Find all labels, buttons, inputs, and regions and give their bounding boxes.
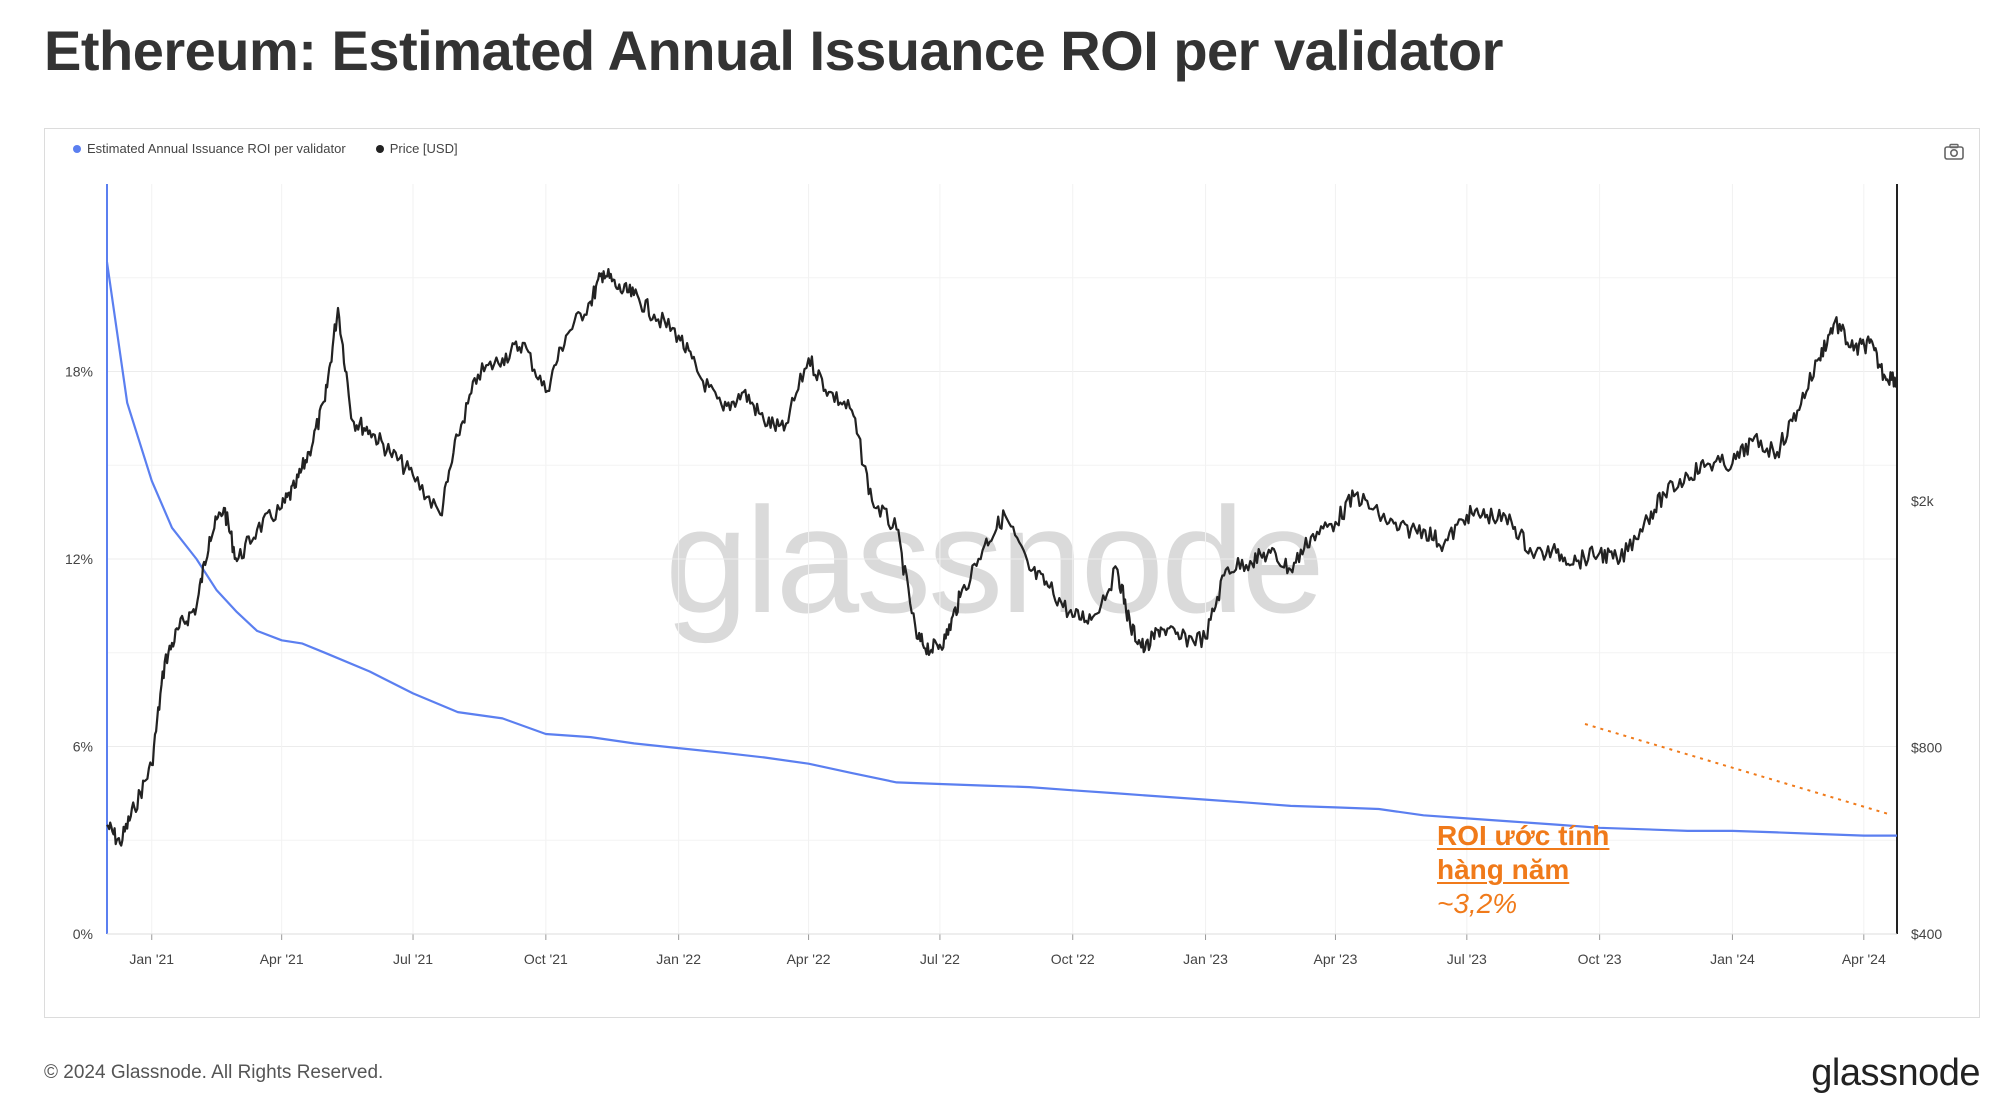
y-right-tick-label: $2k (1911, 493, 1935, 509)
legend-label-roi: Estimated Annual Issuance ROI per valida… (87, 141, 346, 156)
y-left-tick-label: 6% (73, 739, 93, 755)
y-right-tick-label: $400 (1911, 926, 1942, 942)
y-left-tick-label: 18% (65, 364, 93, 380)
x-tick-label: Apr '21 (260, 951, 304, 967)
annotation-pointer-line (1584, 723, 1888, 815)
annotation-line-1: ROI ước tính (1437, 820, 1610, 851)
series-line-roi (105, 261, 1897, 837)
x-tick-label: Oct '22 (1051, 951, 1095, 967)
legend-label-price: Price [USD] (389, 141, 458, 156)
chart-legend: Estimated Annual Issuance ROI per valida… (73, 141, 458, 156)
x-tick-label: Jan '24 (1710, 951, 1755, 967)
glassnode-logo[interactable]: glassnode (1811, 1052, 1980, 1094)
x-tick-label: Oct '23 (1578, 951, 1622, 967)
annotation-line-2: hàng năm (1437, 854, 1570, 885)
y-left-tick-label: 0% (73, 926, 93, 942)
legend-item-price[interactable]: Price [USD] (375, 141, 458, 156)
chart-container: Estimated Annual Issuance ROI per valida… (44, 128, 1980, 1018)
x-tick-label: Apr '23 (1313, 951, 1357, 967)
legend-dot-roi (73, 144, 81, 153)
annotation-value: ~3,2% (1437, 888, 1518, 919)
chart-svg: 0% 6% 12% 18% Jan '21 Apr '21 Jul '21 Oct '21 Ja… (65, 184, 1942, 967)
x-tick-label: Apr '24 (1842, 951, 1886, 967)
x-tick-label: Jan '22 (656, 951, 701, 967)
legend-dot-price (375, 144, 384, 153)
x-tick-label: Jul '23 (1447, 951, 1487, 967)
x-tick-label: Apr '22 (787, 951, 831, 967)
x-tick-label: Jul '21 (393, 951, 433, 967)
y-right-tick-label: $800 (1911, 740, 1942, 756)
x-tick-label: Jan '23 (1183, 951, 1228, 967)
camera-icon[interactable] (1943, 143, 1965, 161)
y-left-tick-label: 12% (65, 551, 93, 567)
copyright-text: © 2024 Glassnode. All Rights Reserved. (44, 1062, 384, 1083)
series-line-price (106, 268, 1899, 847)
x-tick-label: Oct '21 (524, 951, 568, 967)
legend-item-roi[interactable]: Estimated Annual Issuance ROI per valida… (73, 141, 346, 156)
x-tick-label: Jan '21 (129, 951, 174, 967)
roi-annotation: ROI ước tính hàng năm ~3,2% (1437, 819, 1609, 921)
page-title: Ethereum: Estimated Annual Issuance ROI … (44, 19, 1503, 82)
x-tick-label: Jul '22 (920, 951, 960, 967)
